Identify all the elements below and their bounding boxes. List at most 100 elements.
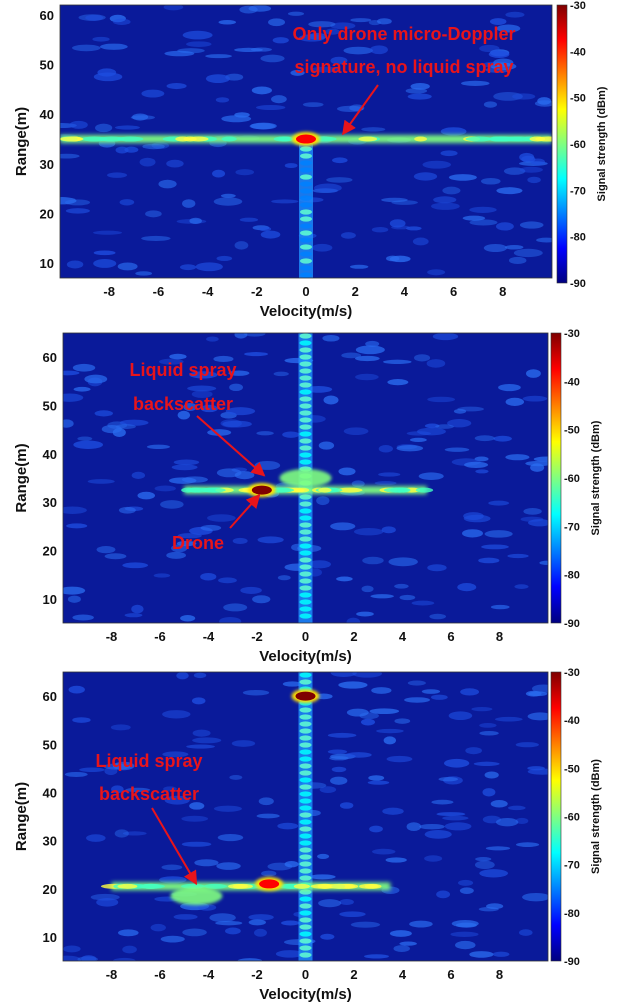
band-segment: [138, 883, 165, 889]
noise-speckle: [252, 595, 271, 604]
noise-speckle: [313, 183, 342, 193]
noise-speckle: [111, 785, 124, 794]
noise-speckle: [96, 898, 119, 907]
y-tick-label: 30: [43, 495, 57, 510]
noise-speckle: [219, 617, 242, 623]
noise-speckle: [389, 219, 406, 228]
noise-speckle: [436, 812, 466, 817]
noise-speckle: [361, 127, 386, 132]
noise-speckle: [215, 97, 230, 103]
noise-speckle: [183, 402, 197, 412]
noise-speckle: [182, 928, 207, 937]
column-segment: [299, 354, 312, 360]
noise-speckle: [232, 537, 248, 545]
noise-speckle: [422, 160, 451, 169]
noise-speckle: [205, 54, 232, 59]
noise-speckle: [376, 728, 404, 734]
column-segment: [299, 606, 312, 612]
noise-speckle: [433, 196, 457, 204]
colorbar-tick-label: -30: [564, 328, 580, 340]
noise-speckle: [93, 259, 117, 268]
column-segment: [299, 875, 312, 881]
noise-speckle: [235, 169, 255, 176]
band-segment: [490, 136, 519, 142]
column-segment: [299, 452, 312, 458]
noise-speckle: [504, 245, 524, 250]
band-segment: [414, 136, 427, 142]
noise-speckle: [181, 815, 209, 822]
noise-speckle: [171, 464, 198, 471]
noise-speckle: [489, 18, 507, 25]
noise-speckle: [462, 529, 483, 538]
noise-speckle: [349, 264, 369, 269]
noise-speckle: [341, 352, 362, 359]
noise-speckle: [370, 594, 394, 599]
band-segment: [415, 487, 434, 493]
x-tick-label: -8: [103, 284, 115, 299]
noise-speckle: [385, 857, 407, 863]
band-segment: [359, 883, 379, 889]
column-segment: [300, 216, 312, 222]
column-segment: [299, 403, 312, 409]
noise-speckle: [396, 445, 424, 452]
noise-speckle: [480, 177, 501, 185]
noise-speckle: [132, 113, 149, 121]
noise-speckle: [63, 370, 80, 376]
noise-speckle: [302, 102, 324, 108]
noise-speckle: [478, 906, 499, 912]
plot-frame: [62, 671, 549, 962]
column-segment: [299, 347, 312, 353]
noise-speckle: [429, 613, 447, 620]
annotation-text: Only drone micro-Doppler: [292, 24, 515, 44]
noise-speckle: [473, 761, 500, 766]
column-segment: [299, 812, 312, 818]
noise-speckle: [479, 730, 499, 736]
x-tick-label: -6: [154, 629, 166, 644]
noise-speckle: [496, 24, 521, 33]
noise-speckle: [122, 945, 137, 954]
y-tick-label: 10: [43, 930, 57, 945]
noise-speckle: [60, 153, 80, 159]
column-segment: [299, 410, 312, 416]
noise-speckle: [186, 744, 215, 749]
column-segment: [300, 195, 312, 201]
noise-speckle: [308, 21, 336, 28]
noise-speckle: [135, 271, 153, 276]
peak-core: [259, 879, 280, 889]
column-segment: [299, 763, 312, 769]
noise-speckle: [353, 528, 384, 536]
column-segment: [299, 424, 312, 430]
noise-speckle: [164, 50, 195, 57]
colorbar-tick-label: -50: [570, 93, 586, 105]
noise-speckle: [399, 941, 417, 946]
noise-speckle: [339, 898, 354, 906]
column-segment: [299, 805, 312, 811]
noise-speckle: [63, 955, 81, 961]
noise-speckle: [444, 822, 472, 831]
noise-speckle: [490, 604, 510, 610]
noise-speckle: [84, 374, 108, 384]
noise-speckle: [298, 34, 325, 42]
noise-speckle: [243, 333, 266, 337]
x-tick-label: -4: [203, 967, 215, 982]
noise-speckle: [355, 373, 379, 381]
noise-speckle: [525, 460, 548, 467]
noise-speckle: [160, 935, 185, 943]
noise-speckle: [356, 611, 374, 617]
noise-speckle: [410, 82, 430, 90]
noise-speckle: [150, 923, 166, 932]
x-tick-label: -2: [251, 967, 263, 982]
noise-speckle: [63, 393, 84, 402]
colorbar-tick-label: -40: [564, 376, 580, 388]
y-tick-label: 60: [43, 689, 57, 704]
band-segment: [358, 136, 378, 142]
noise-speckle: [531, 684, 548, 693]
noise-speckle: [162, 710, 191, 719]
column-segment: [299, 735, 312, 741]
noise-speckle: [320, 933, 335, 940]
noise-speckle: [67, 595, 81, 603]
y-tick-label: 60: [40, 8, 54, 23]
noise-speckle: [242, 689, 270, 696]
column-segment: [299, 515, 312, 521]
column-segment: [300, 265, 312, 271]
